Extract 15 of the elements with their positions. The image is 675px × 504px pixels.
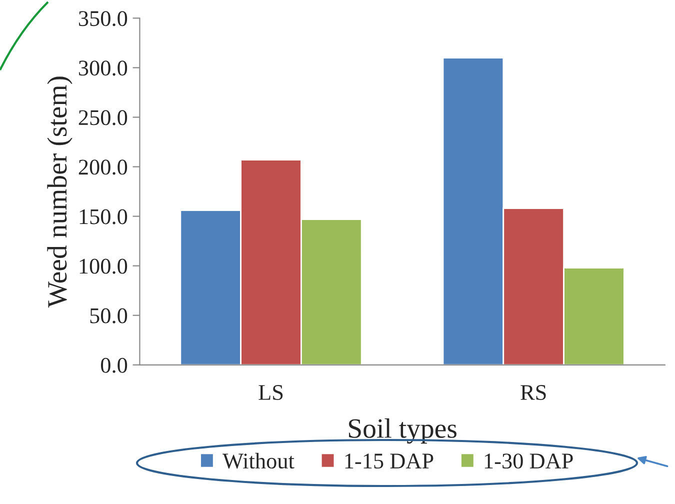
y-tick-label: 0.0 xyxy=(100,358,128,373)
y-tick-label: 350.0 xyxy=(78,11,128,26)
x-axis-title: Soil types xyxy=(348,418,456,444)
y-axis-title: Weed number (stem) xyxy=(47,76,72,308)
x-tick-label: RS xyxy=(520,385,546,400)
x-tick-label: LS xyxy=(258,385,283,400)
y-tick-label: 100.0 xyxy=(80,258,128,274)
legend-label: 1-30 DAP xyxy=(484,454,573,469)
y-tick-label: 150.0 xyxy=(80,209,128,224)
y-tick-label: 200.0 xyxy=(78,160,128,175)
y-tick-label: 50.0 xyxy=(90,308,128,324)
y-tick-label: 250.0 xyxy=(78,110,128,126)
y-tick-label: 300.0 xyxy=(78,60,128,76)
legend-label: 1-15 DAP xyxy=(345,454,434,469)
legend-label: Without xyxy=(222,452,294,469)
